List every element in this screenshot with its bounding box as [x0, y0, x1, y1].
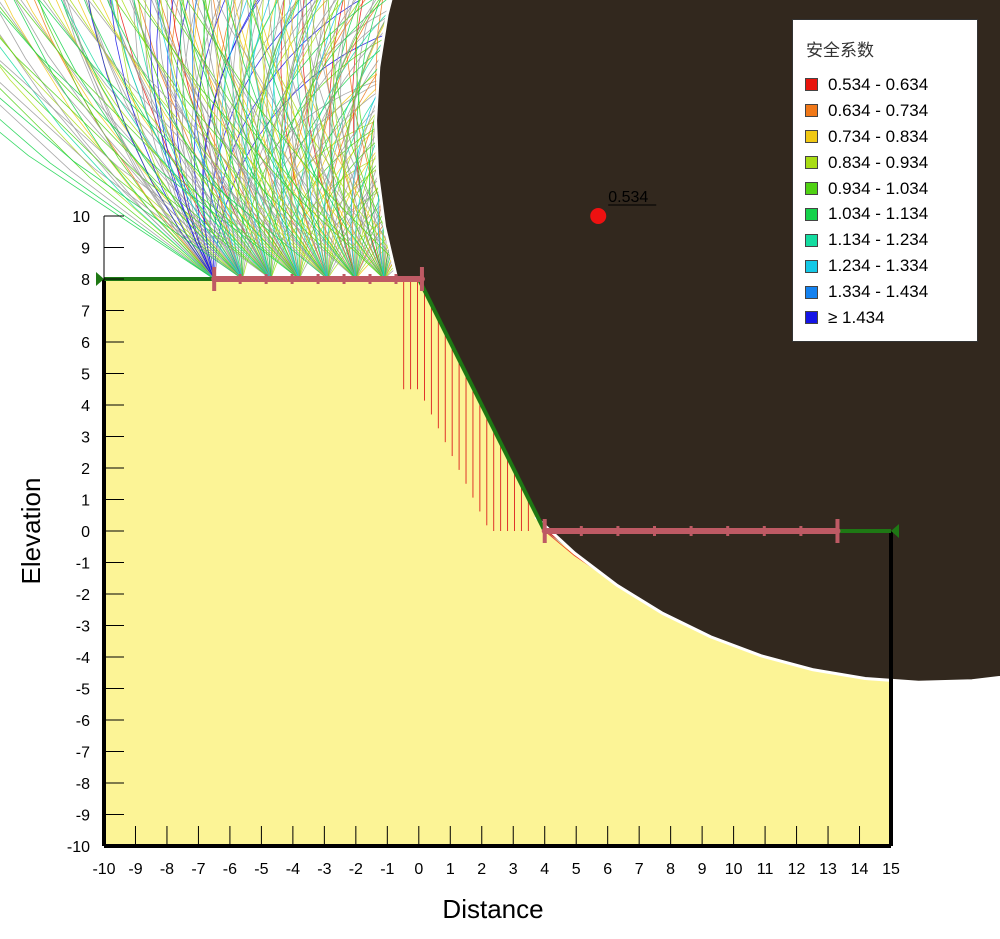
x-tick-label: 11 — [757, 861, 774, 878]
y-tick-label: -3 — [76, 619, 90, 636]
critical-center-point — [590, 208, 607, 224]
x-tick-label: 6 — [603, 861, 612, 878]
legend-entry: 0.934 - 1.034 — [805, 176, 928, 202]
y-tick-label: 5 — [81, 367, 90, 384]
x-tick-label: -4 — [286, 861, 300, 878]
legend-label: 1.034 - 1.134 — [828, 204, 929, 224]
x-tick-label: 1 — [446, 861, 455, 878]
x-tick-label: -10 — [92, 861, 115, 878]
legend-label: 1.234 - 1.334 — [828, 256, 929, 276]
x-tick-label: -8 — [160, 861, 174, 878]
legend-label: 0.634 - 0.734 — [828, 100, 929, 120]
y-tick-label: -4 — [76, 650, 90, 667]
x-tick-label: 10 — [725, 861, 743, 878]
y-tick-label: -6 — [76, 713, 90, 730]
legend-label: 1.134 - 1.234 — [828, 230, 929, 250]
legend-swatch — [805, 285, 818, 299]
legend-entry: 0.534 - 0.634 — [805, 72, 928, 98]
legend-entry: 1.234 - 1.334 — [805, 253, 928, 279]
y-tick-label: 2 — [81, 461, 90, 478]
y-tick-label: 9 — [81, 241, 90, 258]
y-tick-label: 8 — [81, 272, 90, 289]
y-tick-label: 10 — [72, 209, 90, 226]
soil-region — [104, 279, 891, 846]
x-tick-label: -3 — [317, 861, 331, 878]
legend-entry: ≥ 1.434 — [805, 305, 928, 331]
legend-label: 0.834 - 0.934 — [828, 152, 929, 172]
legend-swatch — [805, 156, 818, 170]
x-tick-label: -1 — [380, 861, 394, 878]
legend-entry: 0.734 - 0.834 — [805, 124, 928, 150]
left-limit-marker — [96, 272, 104, 286]
y-axis-title: Elevation — [16, 478, 46, 585]
y-tick-label: -8 — [76, 776, 90, 793]
legend: 安全系数 0.534 - 0.634 0.634 - 0.734 0.734 - 0… — [792, 19, 978, 342]
legend-title: 安全系数 — [806, 41, 874, 61]
legend-swatch — [805, 104, 818, 118]
y-tick-label: 0 — [81, 524, 90, 541]
x-tick-label: 5 — [572, 861, 581, 878]
legend-swatch — [805, 311, 818, 325]
y-tick-label: -5 — [76, 682, 90, 699]
legend-swatch — [805, 207, 818, 221]
x-tick-label: -6 — [223, 861, 237, 878]
legend-swatch — [805, 259, 818, 273]
legend-entry: 1.334 - 1.434 — [805, 279, 928, 305]
y-tick-label: -9 — [76, 808, 90, 825]
x-tick-label: -9 — [128, 861, 142, 878]
x-tick-label: -2 — [349, 861, 363, 878]
y-tick-label: -1 — [76, 556, 90, 573]
x-tick-label: -5 — [254, 861, 268, 878]
critical-factor-label: 0.534 — [608, 189, 648, 206]
y-tick-label: 4 — [81, 398, 90, 415]
legend-swatch — [805, 130, 818, 144]
legend-entry: 1.134 - 1.234 — [805, 227, 928, 253]
legend-label: 0.734 - 0.834 — [828, 126, 929, 146]
x-tick-label: 7 — [635, 861, 644, 878]
y-tick-label: 6 — [81, 335, 90, 352]
legend-swatch — [805, 182, 818, 195]
legend-swatch — [805, 233, 818, 247]
y-tick-label: -7 — [76, 745, 90, 762]
x-tick-label: -7 — [191, 861, 205, 878]
right-limit-marker — [891, 524, 899, 538]
x-tick-label: 13 — [819, 861, 837, 878]
legend-label: 1.334 - 1.434 — [828, 282, 929, 302]
legend-swatch — [805, 78, 818, 92]
x-tick-label: 12 — [788, 861, 806, 878]
x-tick-label: 15 — [882, 861, 900, 878]
y-tick-label: 3 — [81, 430, 90, 447]
legend-entry: 0.634 - 0.734 — [805, 98, 928, 124]
x-tick-label: 2 — [477, 861, 486, 878]
legend-entry: 1.034 - 1.134 — [805, 201, 928, 227]
x-axis-title: Distance — [442, 894, 543, 924]
x-tick-label: 4 — [540, 861, 549, 878]
x-tick-label: 8 — [666, 861, 675, 878]
legend-label: 0.934 - 1.034 — [828, 178, 929, 198]
x-tick-label: 14 — [851, 861, 869, 878]
legend-label: 0.534 - 0.634 — [828, 74, 929, 94]
x-tick-label: 9 — [698, 861, 707, 878]
y-tick-label: 7 — [81, 304, 90, 321]
legend-label: ≥ 1.434 — [828, 307, 885, 327]
x-tick-label: 3 — [509, 861, 518, 878]
legend-list: 0.534 - 0.634 0.634 - 0.734 0.734 - 0.834 0… — [805, 72, 928, 331]
y-tick-label: 1 — [81, 493, 90, 510]
legend-entry: 0.834 - 0.934 — [805, 150, 928, 176]
y-tick-label: -2 — [76, 587, 90, 604]
x-tick-label: 0 — [414, 861, 423, 878]
y-tick-label: -10 — [67, 839, 90, 856]
